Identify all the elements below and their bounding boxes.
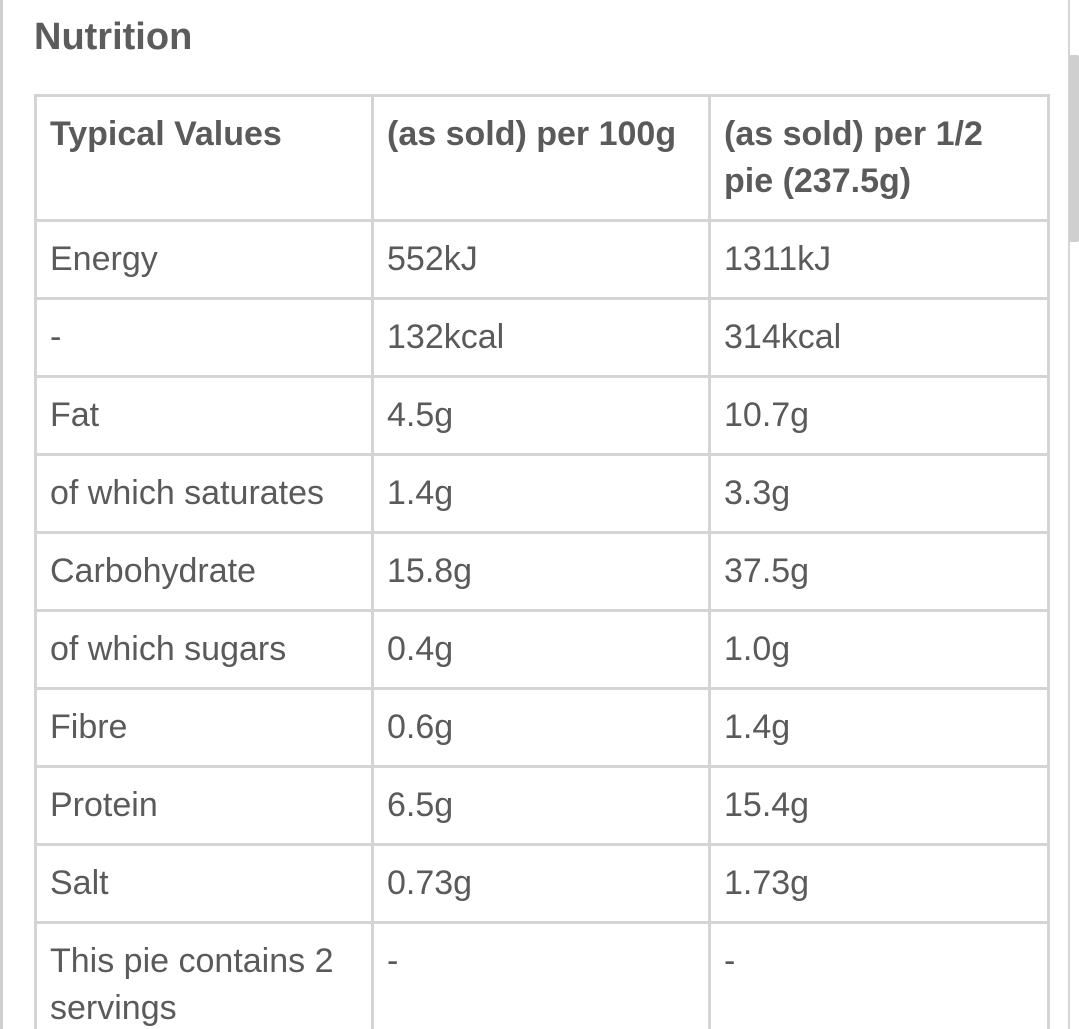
scrollbar-thumb[interactable] (1069, 55, 1079, 242)
nutrient-name: Fat (34, 375, 374, 456)
table-row-protein: Protein 6.5g 15.4g (34, 765, 1050, 846)
table-row-servings: This pie contains 2 servings - - (34, 921, 1050, 1029)
table-row-energy-kcal: - 132kcal 314kcal (34, 297, 1050, 378)
value-per-half-pie: 10.7g (708, 375, 1050, 456)
header-per-half-pie: (as sold) per 1/2 pie (237.5g) (708, 94, 1050, 222)
table-row-salt: Salt 0.73g 1.73g (34, 843, 1050, 924)
nutrient-name: Salt (34, 843, 374, 924)
header-typical-values: Typical Values (34, 94, 374, 222)
value-per-half-pie: 15.4g (708, 765, 1050, 846)
value-per-100g: 4.5g (371, 375, 711, 456)
value-per-100g: 6.5g (371, 765, 711, 846)
value-per-100g: 0.73g (371, 843, 711, 924)
table-header-row: Typical Values (as sold) per 100g (as so… (34, 94, 1050, 222)
panel-left-border (0, 0, 3, 1029)
value-per-half-pie: 314kcal (708, 297, 1050, 378)
nutrient-name: - (34, 297, 374, 378)
table-row-saturates: of which saturates 1.4g 3.3g (34, 453, 1050, 534)
scrollbar-track[interactable] (1068, 0, 1070, 1029)
section-title: Nutrition (34, 16, 193, 58)
value-per-half-pie: 1.4g (708, 687, 1050, 768)
nutrient-name: of which saturates (34, 453, 374, 534)
nutrient-name: Energy (34, 219, 374, 300)
value-per-half-pie: 1311kJ (708, 219, 1050, 300)
nutrient-name: Carbohydrate (34, 531, 374, 612)
nutrient-name: Fibre (34, 687, 374, 768)
value-per-half-pie: 1.0g (708, 609, 1050, 690)
nutrient-name: This pie contains 2 servings (34, 921, 374, 1029)
table-row-energy-kj: Energy 552kJ 1311kJ (34, 219, 1050, 300)
value-per-100g: 132kcal (371, 297, 711, 378)
header-per-100g: (as sold) per 100g (371, 94, 711, 222)
value-per-100g: 552kJ (371, 219, 711, 300)
table-row-sugars: of which sugars 0.4g 1.0g (34, 609, 1050, 690)
value-per-100g: 15.8g (371, 531, 711, 612)
nutrition-table: Typical Values (as sold) per 100g (as so… (34, 94, 1050, 1029)
value-per-100g: 0.4g (371, 609, 711, 690)
table-row-fat: Fat 4.5g 10.7g (34, 375, 1050, 456)
value-per-half-pie: 3.3g (708, 453, 1050, 534)
value-per-100g: 0.6g (371, 687, 711, 768)
nutrient-name: of which sugars (34, 609, 374, 690)
table-row-carbohydrate: Carbohydrate 15.8g 37.5g (34, 531, 1050, 612)
value-per-100g: 1.4g (371, 453, 711, 534)
table-row-fibre: Fibre 0.6g 1.4g (34, 687, 1050, 768)
value-per-half-pie: - (708, 921, 1050, 1029)
nutrient-name: Protein (34, 765, 374, 846)
value-per-100g: - (371, 921, 711, 1029)
value-per-half-pie: 1.73g (708, 843, 1050, 924)
value-per-half-pie: 37.5g (708, 531, 1050, 612)
